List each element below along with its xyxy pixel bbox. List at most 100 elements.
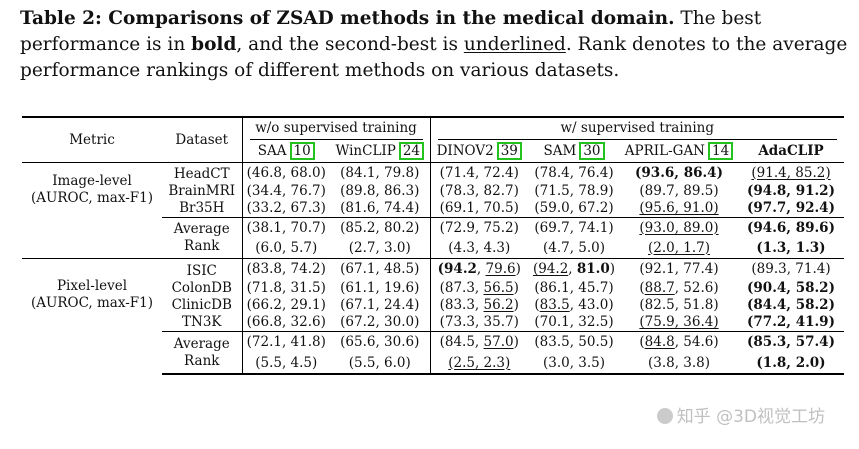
rank-label: Rank <box>162 353 242 375</box>
value-cell-best: (94.6, 89.6) <box>738 217 844 238</box>
value-cell: (5.5, 4.5) <box>241 353 330 375</box>
value-cell-mixed: (87.3, 56.5) <box>429 280 528 297</box>
value-cell: (72.9, 75.2) <box>429 217 528 238</box>
citation-ref[interactable]: 10 <box>289 142 315 160</box>
method-sam: SAM 30 <box>528 140 620 163</box>
metric-image-level: Image-level (AUROC, max-F1) <box>22 162 162 218</box>
value-cell: (4.7, 5.0) <box>542 239 606 256</box>
group-header-supervised: w/ supervised training <box>429 116 844 140</box>
caption-text: performance is in <box>20 34 192 55</box>
value-cell-mixed: (88.7, 52.6) <box>639 280 719 296</box>
value-cell-mixed: (84.8, 54.6) <box>620 331 738 353</box>
value-cell-best: (1.8, 2.0) <box>738 353 844 375</box>
value-cell: (61.1, 19.6) <box>340 280 420 296</box>
value-cell: (2.7, 3.0) <box>348 239 411 256</box>
value-cell: (34.4, 76.7) <box>241 183 330 200</box>
value-cell: (3.8, 3.8) <box>620 353 738 375</box>
value-cell: (69.1, 70.5) <box>429 200 528 218</box>
value-cell: (69.7, 74.1) <box>528 217 620 238</box>
average-label: Average <box>162 331 242 353</box>
caption-text: , and the second-best is <box>236 34 464 55</box>
value-cell: (84.1, 79.8) <box>330 162 430 183</box>
value-cell: (59.0, 67.2) <box>534 200 614 216</box>
value-cell: (82.5, 51.8) <box>639 297 719 313</box>
watermark-text: 知乎 @3D视觉工坊 <box>676 407 825 427</box>
table-row: Pixel-level (AUROC, max-F1) ISIC (83.8, 7… <box>22 258 844 332</box>
caption-text: . Rank denotes to the average <box>565 34 848 55</box>
value-cell: (89.8, 86.3) <box>340 183 420 199</box>
value-cell-second: (95.6, 91.0) <box>639 200 719 216</box>
value-cell-mixed: (83.3, 56.2) <box>429 297 528 314</box>
caption-bold-word: bold <box>191 34 237 55</box>
value-cell: (4.3, 4.3) <box>429 238 528 259</box>
value-cell: (67.2, 30.0) <box>340 314 420 330</box>
value-cell: (46.8, 68.0) <box>241 162 330 183</box>
table-row: ClinicDB (66.2, 29.1) (67.1, 24.4) (83.3… <box>22 297 844 314</box>
table-row-rank: Rank (5.5, 4.5) (5.5, 6.0) (2.5, 2.3) (3… <box>22 353 844 375</box>
table-row-rank: Rank (6.0, 5.7) (2.7, 3.0) (4.3, 4.3) (4… <box>22 238 844 259</box>
value-cell: (66.8, 32.6) <box>241 314 330 332</box>
table-row-average: Average (72.1, 41.8) (65.6, 30.6) (84.5,… <box>22 331 844 353</box>
value-cell-mixed: (94.2, 81.0) <box>528 258 620 280</box>
dataset-header: Dataset <box>162 116 242 163</box>
value-cell-best: (97.7, 92.4) <box>747 200 835 216</box>
value-cell-second: (2.5, 2.3) <box>429 353 528 375</box>
value-cell-second: (2.0, 1.7) <box>647 239 711 256</box>
caption-label: Table 2: Comparisons of ZSAD methods in … <box>20 8 675 29</box>
value-cell-best: (77.2, 41.9) <box>747 314 835 330</box>
value-cell: (83.5, 50.5) <box>528 331 620 353</box>
value-cell: (78.3, 82.7) <box>429 183 528 200</box>
dataset-cell: ColonDB <box>171 280 232 296</box>
dataset-cell: ISIC <box>162 258 242 280</box>
method-april-gan: APRIL-GAN 14 <box>620 140 738 163</box>
citation-ref[interactable]: 24 <box>398 142 425 160</box>
value-cell-mixed: (83.5, 43.0) <box>534 297 614 313</box>
value-cell: (86.1, 45.7) <box>534 280 614 296</box>
value-cell: (70.1, 32.5) <box>534 314 614 330</box>
value-cell: (71.4, 72.4) <box>429 162 528 183</box>
citation-ref[interactable]: 30 <box>579 142 605 160</box>
table-caption: Table 2: Comparisons of ZSAD methods in … <box>20 6 850 84</box>
value-cell-second: (75.9, 36.4) <box>639 314 719 330</box>
dataset-cell: TN3K <box>182 314 222 330</box>
value-cell-best: (90.4, 58.2) <box>747 280 835 296</box>
caption-text: The best <box>674 8 762 29</box>
dataset-cell: HeadCT <box>162 162 242 183</box>
value-cell: (67.1, 24.4) <box>340 297 420 313</box>
table-row-average: Average (38.1, 70.7) (85.2, 80.2) (72.9,… <box>22 217 844 238</box>
caption-text: performance rankings of different method… <box>20 60 620 81</box>
value-cell: (6.0, 5.7) <box>241 238 330 259</box>
value-cell: (67.1, 48.5) <box>330 258 430 280</box>
method-adaclip: AdaCLIP <box>758 142 824 159</box>
value-cell: (85.2, 80.2) <box>330 217 430 238</box>
header-row-methods: SAA 10 WinCLIP 24 DINOV2 39 SAM 30 APRIL-GAN… <box>22 140 844 163</box>
value-cell: (38.1, 70.7) <box>241 217 330 238</box>
method-winclip: WinCLIP 24 <box>330 140 430 163</box>
metric-header: Metric <box>22 116 162 163</box>
value-cell-second: (91.4, 85.2) <box>738 162 844 183</box>
caption-underlined-word: underlined <box>463 34 566 55</box>
rank-label: Rank <box>184 238 220 254</box>
citation-ref[interactable]: 14 <box>708 142 734 160</box>
comparison-table: Metric Dataset w/o supervised training w… <box>22 116 844 375</box>
value-cell-second: (93.0, 89.0) <box>620 217 738 238</box>
method-dinov2: DINOV2 39 <box>429 140 528 163</box>
table-row: Br35H (33.2, 67.3) (81.6, 74.4) (69.1, 7… <box>22 200 844 218</box>
value-cell: (71.8, 31.5) <box>241 280 330 297</box>
value-cell: (66.2, 29.1) <box>241 297 330 314</box>
value-cell-mixed: (84.5, 57.0) <box>429 331 528 353</box>
value-cell-best: (84.4, 58.2) <box>747 297 835 313</box>
value-cell-best: (94.8, 91.2) <box>747 183 835 199</box>
zhihu-logo-icon <box>656 408 673 424</box>
value-cell-best: (1.3, 1.3) <box>756 239 826 256</box>
metric-pixel-level: Pixel-level (AUROC, max-F1) <box>22 258 162 332</box>
value-cell: (65.6, 30.6) <box>330 331 430 353</box>
value-cell: (33.2, 67.3) <box>241 200 330 218</box>
value-cell: (5.5, 6.0) <box>330 353 430 375</box>
value-cell-best: (85.3, 57.4) <box>738 331 844 353</box>
value-cell-mixed: (94.2, 79.6) <box>429 258 528 280</box>
value-cell-best: (93.6, 86.4) <box>620 162 738 183</box>
citation-ref[interactable]: 39 <box>496 142 522 160</box>
value-cell: (83.8, 74.2) <box>241 258 330 280</box>
method-saa: SAA 10 <box>241 140 330 163</box>
